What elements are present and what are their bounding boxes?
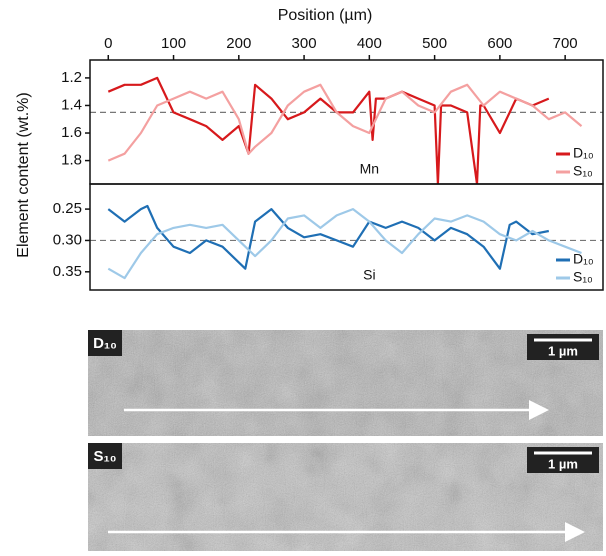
y-tick-label: 0.25: [53, 200, 82, 217]
y-tick-label: 1.2: [61, 69, 82, 86]
y-tick-label: 1.4: [61, 96, 82, 113]
scale-bar-label: 1 µm: [548, 343, 578, 358]
image-panel: S₁₀ 1 µm: [88, 443, 603, 551]
data-line: [107, 83, 583, 162]
panel-annotation: Mn: [360, 161, 379, 177]
data-line: [107, 76, 550, 184]
y-tick-label: 1.6: [61, 124, 82, 141]
x-tick-label: 600: [487, 35, 512, 52]
y-axis-label: Element content (wt.%): [15, 92, 32, 257]
x-tick-label: 200: [226, 35, 251, 52]
legend-label: S₁₀: [573, 269, 593, 285]
x-tick-label: 400: [357, 35, 382, 52]
panel-annotation: Si: [363, 267, 375, 283]
x-axis-label: Position (µm): [278, 7, 373, 24]
scale-bar-label: 1 µm: [548, 456, 578, 471]
legend-label: S₁₀: [573, 163, 593, 179]
data-line: [107, 204, 550, 270]
image-panel: D₁₀ 1 µm: [88, 330, 603, 436]
image-label: D₁₀: [93, 335, 117, 352]
x-tick-label: 500: [422, 35, 447, 52]
chart-panel: 0 100 200 300 400 500 600 700 1.2 1.4 1.6 1.8 Mn D₁₀ S…: [61, 35, 604, 185]
legend-label: D₁₀: [573, 251, 594, 267]
legend-label: D₁₀: [573, 145, 594, 161]
data-line: [107, 208, 582, 280]
chart-panel: 0.25 0.30 0.35 Si D₁₀ S₁₀: [53, 183, 604, 291]
y-tick-label: 0.35: [53, 263, 82, 280]
plot-frame: [89, 183, 604, 291]
image-label: S₁₀: [94, 448, 117, 465]
x-tick-label: 700: [553, 35, 578, 52]
x-tick-label: 0: [104, 35, 112, 52]
y-tick-label: 1.8: [61, 152, 82, 169]
y-tick-label: 0.30: [53, 231, 82, 248]
x-tick-label: 100: [161, 35, 186, 52]
x-tick-label: 300: [292, 35, 317, 52]
